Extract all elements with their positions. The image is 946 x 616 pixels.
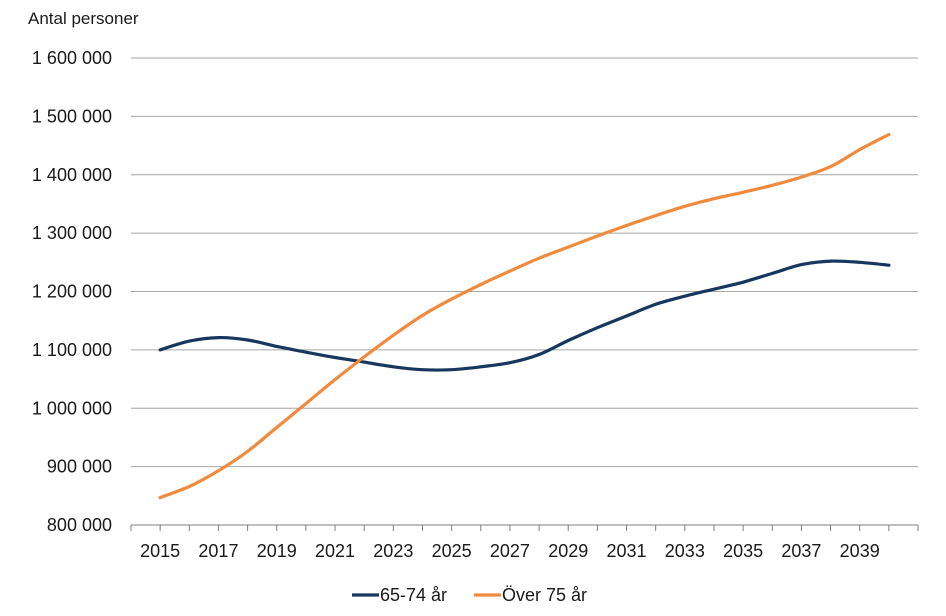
legend: 65-74 år Över 75 år — [352, 585, 587, 605]
legend-label: 65-74 år — [380, 585, 447, 605]
y-tick-label: 800 000 — [47, 515, 112, 535]
legend-label: Över 75 år — [502, 585, 587, 605]
y-tick-label: 1 500 000 — [32, 106, 112, 126]
x-tick-label: 2023 — [373, 541, 413, 561]
x-tick-label: 2025 — [432, 541, 472, 561]
x-axis: 2015 2017 2019 2021 2023 2025 2027 2029 2031 2033… — [130, 524, 919, 561]
y-tick-label: 1 400 000 — [32, 165, 112, 185]
gridlines — [131, 57, 918, 468]
x-tick-label: 2039 — [840, 541, 880, 561]
y-tick-label: 1 100 000 — [32, 340, 112, 360]
x-tick-label: 2029 — [548, 541, 588, 561]
x-tick-label: 2017 — [198, 541, 238, 561]
x-tick-label: 2019 — [257, 541, 297, 561]
series-line-65-74 — [158, 259, 891, 372]
y-tick-label: 900 000 — [47, 457, 112, 477]
y-tick-label: 1 600 000 — [32, 48, 112, 68]
x-tick-label: 2015 — [140, 541, 180, 561]
x-tick-label: 2035 — [723, 541, 763, 561]
x-tick-label: 2033 — [665, 541, 705, 561]
series-line-over-75 — [158, 132, 891, 500]
x-tick-label: 2027 — [490, 541, 530, 561]
y-tick-label: 1 000 000 — [32, 398, 112, 418]
series-lines — [158, 132, 891, 500]
y-axis-label: Antal personer — [28, 9, 139, 28]
x-tick-label: 2021 — [315, 541, 355, 561]
x-tick-label: 2031 — [606, 541, 646, 561]
y-tick-label: 1 200 000 — [32, 282, 112, 302]
y-axis-ticks: 800 000 900 000 1 000 000 1 100 000 1 200 00… — [32, 48, 112, 535]
x-tick-label: 2037 — [781, 541, 821, 561]
y-tick-label: 1 300 000 — [32, 223, 112, 243]
